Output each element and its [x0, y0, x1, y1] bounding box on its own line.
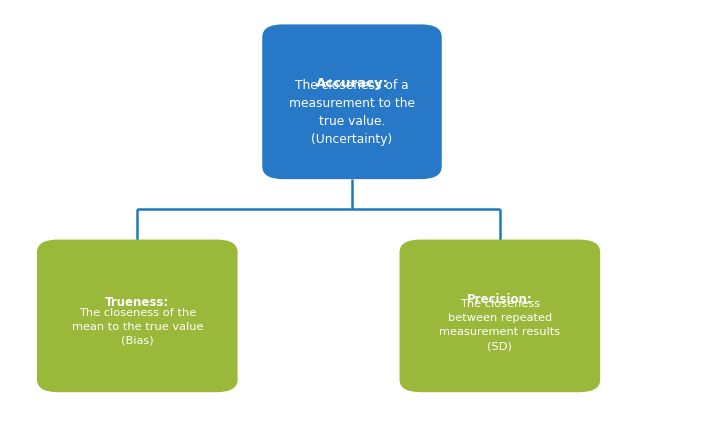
FancyBboxPatch shape [262, 24, 442, 179]
FancyBboxPatch shape [37, 240, 238, 392]
FancyBboxPatch shape [400, 240, 601, 392]
Text: Accuracy:: Accuracy: [315, 77, 389, 90]
Text: Trueness:: Trueness: [105, 296, 170, 309]
Text: The closeness
between repeated
measurement results
(SD): The closeness between repeated measureme… [439, 299, 560, 351]
Text: Precision:: Precision: [467, 293, 533, 306]
Text: The closeness of a
measurement to the
true value.
(Uncertainty): The closeness of a measurement to the tr… [289, 79, 415, 146]
Text: The closeness of the
mean to the true value
(Bias): The closeness of the mean to the true va… [72, 307, 203, 346]
